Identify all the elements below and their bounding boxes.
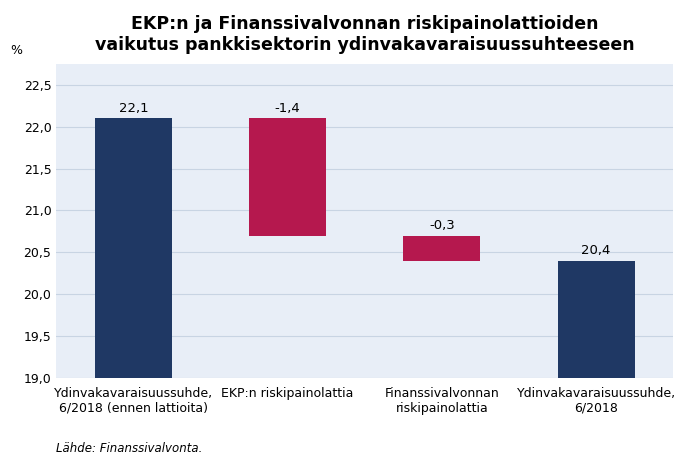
- Text: 22,1: 22,1: [118, 102, 148, 115]
- Text: -0,3: -0,3: [429, 219, 455, 232]
- Text: -1,4: -1,4: [275, 102, 300, 115]
- Bar: [94, 118, 172, 378]
- Text: Lähde: Finanssivalvonta.: Lähde: Finanssivalvonta.: [56, 442, 202, 456]
- Bar: [403, 236, 480, 261]
- Y-axis label: %: %: [10, 44, 22, 58]
- Bar: [558, 261, 635, 378]
- Text: 20,4: 20,4: [582, 244, 611, 257]
- Bar: [249, 118, 326, 236]
- Title: EKP:n ja Finanssivalvonnan riskipainolattioiden
vaikutus pankkisektorin ydinvaka: EKP:n ja Finanssivalvonnan riskipainolat…: [95, 15, 635, 54]
